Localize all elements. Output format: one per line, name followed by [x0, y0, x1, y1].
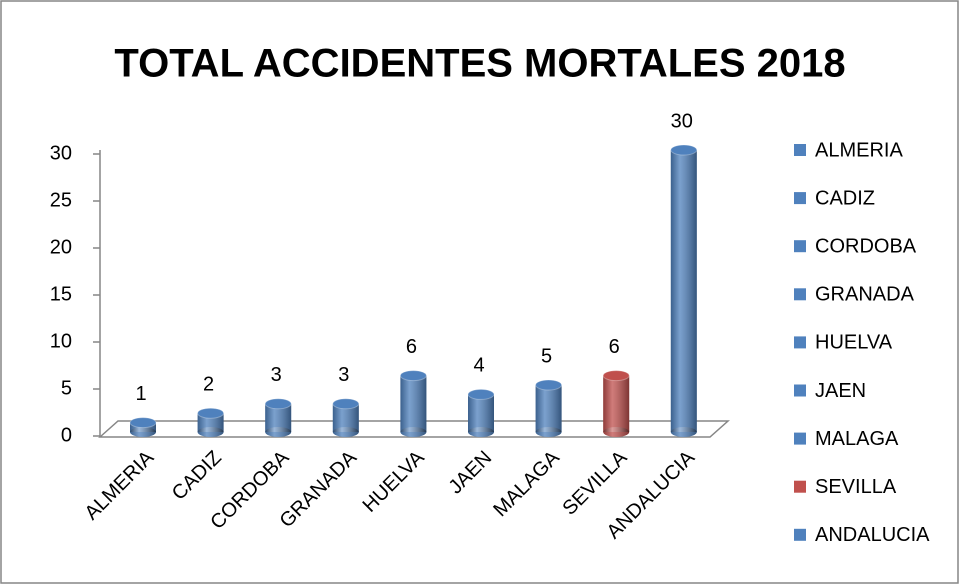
data-label: 2: [203, 373, 214, 395]
y-tick-label: 30: [50, 142, 72, 164]
legend-swatch: [794, 240, 806, 253]
bar-bottom-shade: [130, 427, 156, 437]
bar-top: [602, 370, 630, 382]
legend-swatch: [794, 144, 806, 156]
bar-bottom-shade: [265, 427, 292, 437]
bar-shade: [400, 375, 427, 432]
legend-swatch: [794, 432, 806, 445]
data-label: 3: [271, 364, 282, 386]
bar-shade: [670, 150, 697, 432]
bar-top: [332, 398, 360, 410]
bar-top: [399, 370, 427, 382]
legend-label: ALMERIA: [815, 139, 903, 161]
y-tick-label: 25: [50, 189, 72, 211]
data-label: 5: [541, 345, 552, 367]
bar-bottom-shade: [468, 427, 494, 437]
bar-top: [264, 398, 292, 410]
data-label: 6: [406, 336, 417, 358]
legend-label: ANDALUCIA: [815, 524, 930, 546]
legend-swatch: [794, 480, 806, 493]
legend-label: CORDOBA: [815, 235, 917, 257]
floor: [98, 420, 730, 438]
legend-swatch: [794, 192, 806, 205]
data-label: 30: [671, 110, 693, 132]
data-label: 4: [473, 355, 484, 377]
bar-bottom-shade: [400, 427, 427, 437]
legend-label: SEVILLA: [815, 476, 897, 498]
bar-bottom-shade: [332, 427, 359, 437]
bar-top: [197, 407, 225, 419]
chart-title: TOTAL ACCIDENTES MORTALES 2018: [114, 42, 845, 86]
bar-top: [535, 379, 563, 391]
bar-shade: [468, 394, 494, 432]
bar-bottom-shade: [535, 427, 562, 437]
data-label: 3: [338, 364, 349, 386]
legend-label: JAEN: [815, 380, 866, 402]
legend-swatch: [794, 528, 806, 541]
legend-label: HUELVA: [815, 332, 893, 354]
legend-label: MALAGA: [815, 428, 899, 450]
y-tick-label: 15: [50, 283, 72, 305]
bar-shade: [197, 413, 224, 432]
bar-shade: [535, 385, 562, 432]
legend-label: CADIZ: [815, 187, 875, 209]
bar-bottom-shade: [197, 427, 224, 437]
y-tick-label: 20: [50, 236, 72, 258]
data-label: 1: [135, 383, 146, 405]
legend-swatch: [794, 384, 806, 397]
legend-swatch: [794, 288, 806, 301]
bar-top: [670, 144, 698, 156]
y-tick-label: 0: [61, 424, 72, 446]
bar-bottom-shade: [670, 427, 697, 437]
bar-bottom-shade: [603, 427, 630, 437]
y-tick-label: 5: [61, 377, 72, 399]
y-tick-label: 10: [50, 330, 72, 352]
bar-top: [467, 388, 495, 400]
bar-shade: [603, 375, 630, 432]
legend-swatch: [794, 336, 806, 349]
legend-label: GRANADA: [815, 284, 915, 306]
bar-top: [129, 417, 157, 429]
data-label: 6: [609, 336, 620, 358]
